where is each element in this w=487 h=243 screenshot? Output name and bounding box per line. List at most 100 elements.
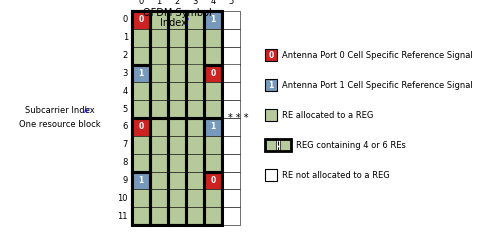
Text: 1: 1	[138, 69, 144, 78]
Bar	[186, 118, 204, 225]
Text: Antenna Port 1 Cell Specific Reference Signal: Antenna Port 1 Cell Specific Reference S…	[282, 80, 473, 89]
Text: * * *: * * *	[228, 113, 248, 123]
Bar	[132, 172, 150, 189]
Text: k:: k:	[84, 105, 92, 114]
Bar	[204, 118, 222, 172]
Bar	[150, 154, 168, 172]
Bar	[132, 154, 150, 172]
Text: 0: 0	[210, 176, 216, 185]
Bar	[150, 64, 168, 82]
Bar	[132, 64, 150, 118]
Bar	[150, 136, 168, 154]
Bar	[150, 100, 168, 118]
Bar	[204, 11, 222, 64]
Bar	[132, 207, 150, 225]
Text: 5: 5	[228, 0, 234, 6]
Bar	[204, 207, 222, 225]
Bar	[186, 64, 204, 82]
Bar	[132, 172, 150, 225]
Bar	[265, 139, 276, 151]
Bar	[222, 82, 240, 100]
Bar	[204, 64, 222, 82]
Text: 6: 6	[123, 122, 128, 131]
Text: REG containing 4 or 6 REs: REG containing 4 or 6 REs	[296, 140, 406, 149]
Text: 1: 1	[210, 15, 216, 24]
Bar	[265, 109, 277, 121]
Bar	[222, 172, 240, 189]
Text: 9: 9	[123, 176, 128, 185]
Bar	[186, 82, 204, 100]
Bar	[186, 172, 204, 189]
Bar	[168, 100, 186, 118]
Bar	[204, 189, 222, 207]
Text: One resource block: One resource block	[19, 120, 101, 129]
Bar	[222, 154, 240, 172]
Bar	[204, 29, 222, 47]
Bar	[186, 29, 204, 47]
Text: 4: 4	[123, 87, 128, 96]
Bar	[168, 118, 186, 136]
Bar	[168, 154, 186, 172]
Text: 3: 3	[123, 69, 128, 78]
Text: 4: 4	[210, 0, 216, 6]
Text: l: l	[186, 18, 188, 28]
Text: 0: 0	[268, 51, 274, 60]
Text: RE not allocated to a REG: RE not allocated to a REG	[282, 171, 390, 180]
Bar	[150, 47, 168, 64]
Bar	[222, 47, 240, 64]
Bar	[150, 11, 168, 118]
Text: 5: 5	[123, 104, 128, 113]
Text: 0: 0	[138, 15, 144, 24]
Bar	[204, 11, 222, 29]
Bar	[204, 154, 222, 172]
Text: 1: 1	[210, 122, 216, 131]
Text: 8: 8	[123, 158, 128, 167]
Bar	[150, 189, 168, 207]
Bar	[204, 64, 222, 118]
Text: 3: 3	[192, 0, 198, 6]
Text: 2: 2	[174, 0, 180, 6]
Bar	[150, 11, 168, 29]
Bar	[204, 172, 222, 225]
Text: 0: 0	[210, 69, 216, 78]
Text: 0: 0	[123, 15, 128, 24]
Bar	[150, 172, 168, 189]
Bar	[222, 189, 240, 207]
Bar	[204, 82, 222, 100]
Bar	[150, 82, 168, 100]
Text: OFDM Symbol: OFDM Symbol	[143, 8, 211, 18]
Bar	[150, 118, 168, 225]
Bar	[168, 82, 186, 100]
Bar	[265, 139, 291, 151]
Bar	[186, 11, 204, 118]
Bar	[265, 79, 277, 91]
Text: 0: 0	[138, 0, 144, 6]
Text: Subcarrier Index: Subcarrier Index	[25, 105, 95, 114]
Bar	[150, 207, 168, 225]
Bar	[265, 49, 277, 61]
Bar	[204, 172, 222, 189]
Bar	[204, 136, 222, 154]
Bar	[204, 47, 222, 64]
Bar	[186, 154, 204, 172]
Text: Antenna Port 0 Cell Specific Reference Signal: Antenna Port 0 Cell Specific Reference S…	[282, 51, 473, 60]
Bar	[132, 100, 150, 118]
Bar	[168, 64, 186, 82]
Bar	[222, 64, 240, 82]
Bar	[168, 118, 186, 225]
Bar	[150, 118, 168, 136]
Bar	[280, 139, 291, 151]
Bar	[186, 118, 204, 136]
Bar	[168, 136, 186, 154]
Bar	[132, 11, 150, 29]
Bar	[186, 136, 204, 154]
Text: 1: 1	[268, 80, 274, 89]
Bar	[222, 136, 240, 154]
Bar	[204, 118, 222, 136]
Bar	[132, 11, 150, 64]
Bar	[132, 82, 150, 100]
Bar	[168, 11, 186, 29]
Bar	[168, 172, 186, 189]
Bar	[204, 100, 222, 118]
Bar	[168, 189, 186, 207]
